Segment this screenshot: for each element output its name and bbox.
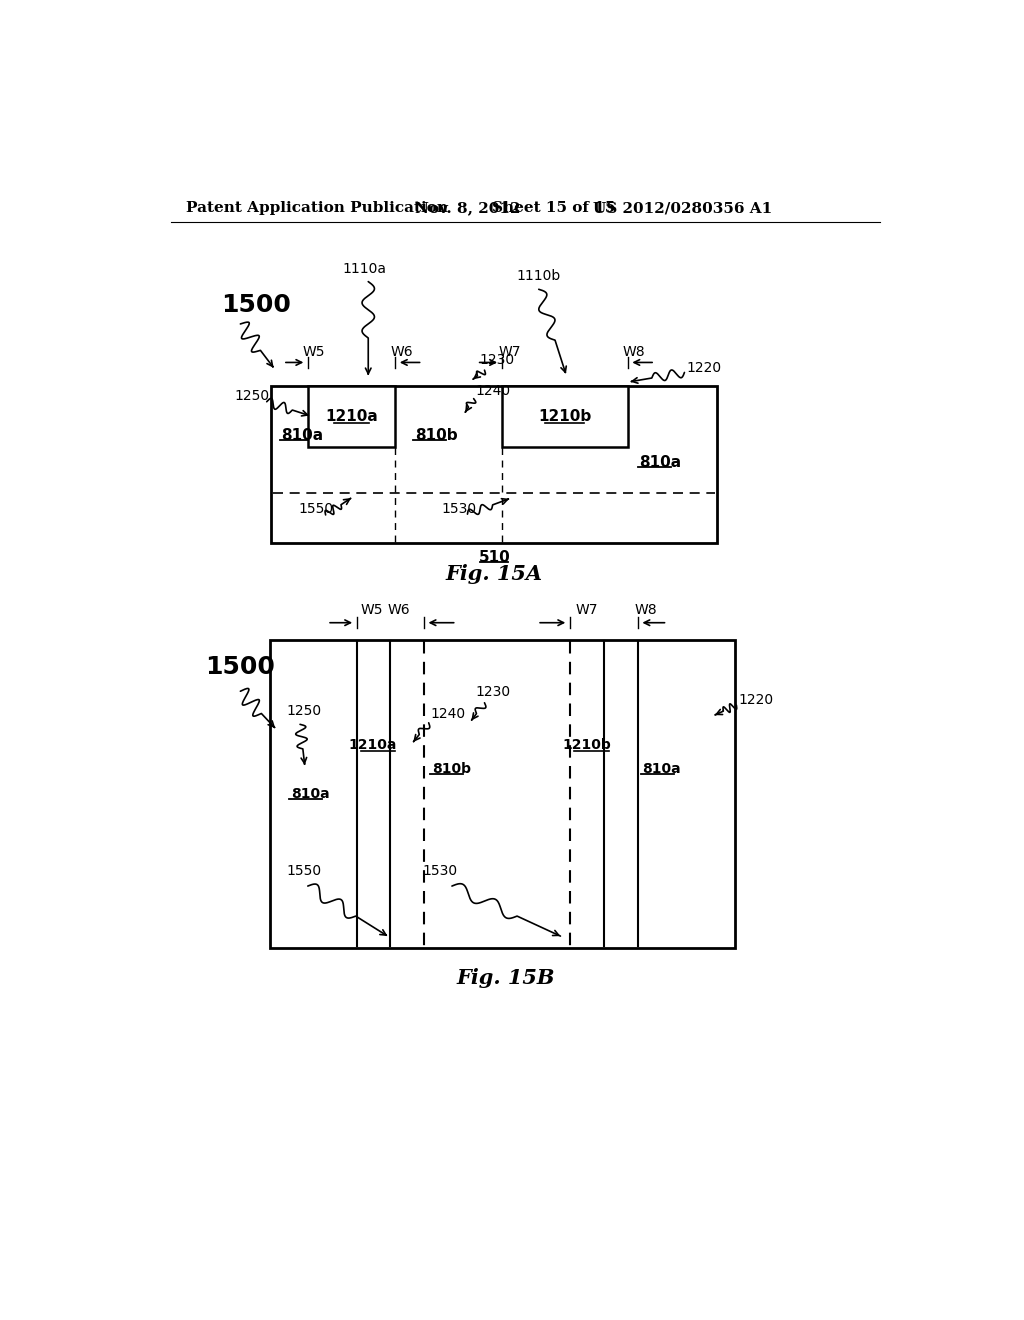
Text: 1500: 1500	[206, 655, 275, 678]
Text: W8: W8	[635, 603, 657, 618]
Text: 1500: 1500	[221, 293, 291, 317]
Text: 1250: 1250	[287, 705, 322, 718]
Text: 810a: 810a	[640, 455, 682, 470]
Text: Fig. 15A: Fig. 15A	[445, 564, 543, 585]
Text: 1240: 1240	[430, 708, 465, 721]
Text: 810a: 810a	[291, 787, 330, 801]
Text: W5: W5	[303, 345, 326, 359]
Text: 1550: 1550	[299, 502, 334, 516]
Text: 1110b: 1110b	[517, 269, 561, 284]
Text: Nov. 8, 2012: Nov. 8, 2012	[415, 202, 520, 215]
Text: 1530: 1530	[442, 502, 477, 516]
Bar	[271, 385, 717, 544]
Text: US 2012/0280356 A1: US 2012/0280356 A1	[593, 202, 772, 215]
Text: Patent Application Publication: Patent Application Publication	[186, 202, 449, 215]
Text: W7: W7	[498, 345, 520, 359]
Bar	[502, 385, 628, 447]
Text: W6: W6	[388, 603, 411, 618]
Text: 810b: 810b	[432, 762, 471, 776]
Text: 810a: 810a	[643, 762, 681, 776]
Text: 1220: 1220	[738, 693, 774, 706]
Text: 1210a: 1210a	[326, 409, 378, 424]
Text: 1210a: 1210a	[349, 738, 397, 752]
Text: W5: W5	[360, 603, 383, 618]
Text: 1240: 1240	[475, 384, 510, 397]
Text: Sheet 15 of 15: Sheet 15 of 15	[493, 202, 615, 215]
Text: 1250: 1250	[234, 388, 270, 403]
Text: Fig. 15B: Fig. 15B	[456, 969, 555, 989]
Bar	[270, 640, 735, 948]
Bar	[308, 385, 395, 447]
Text: 1210b: 1210b	[538, 409, 591, 424]
Text: 1210b: 1210b	[562, 738, 611, 752]
Text: 510: 510	[478, 549, 510, 565]
Text: 1220: 1220	[686, 360, 721, 375]
Text: 1550: 1550	[287, 863, 322, 878]
Text: W8: W8	[623, 345, 645, 359]
Text: 810b: 810b	[415, 428, 458, 444]
Text: 1530: 1530	[423, 863, 458, 878]
Text: W7: W7	[575, 603, 598, 618]
Text: 1230: 1230	[475, 685, 510, 700]
Text: 1110a: 1110a	[342, 261, 386, 276]
Text: 1230: 1230	[479, 354, 514, 367]
Text: W6: W6	[390, 345, 413, 359]
Text: 810a: 810a	[282, 428, 324, 444]
